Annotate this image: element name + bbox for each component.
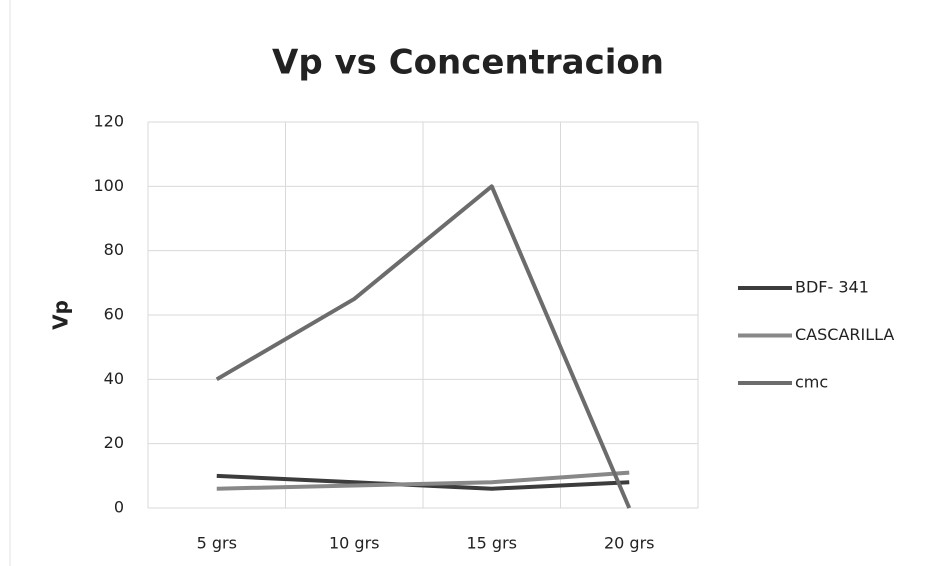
- series-line: [215, 184, 632, 509]
- chart-title: Vp vs Concentracion: [272, 43, 664, 83]
- y-axis-label: Vp: [49, 300, 73, 330]
- x-tick-label: 20 grs: [604, 534, 655, 553]
- x-tick-label: 15 grs: [466, 534, 517, 553]
- x-tick-label: 10 grs: [329, 534, 380, 553]
- series-line: [216, 470, 630, 491]
- x-tick-label: 5 grs: [197, 534, 237, 553]
- y-tick-label: 100: [93, 176, 124, 195]
- legend-label: BDF- 341: [795, 278, 869, 297]
- y-tick-label: 20: [104, 433, 124, 452]
- legend-label: cmc: [795, 373, 828, 392]
- y-tick-label: 0: [114, 498, 124, 517]
- y-tick-label: 80: [104, 240, 124, 259]
- y-tick-label: 120: [93, 112, 124, 131]
- y-tick-label: 60: [104, 305, 124, 324]
- legend-label: CASCARILLA: [795, 325, 894, 344]
- y-tick-label: 40: [104, 369, 124, 388]
